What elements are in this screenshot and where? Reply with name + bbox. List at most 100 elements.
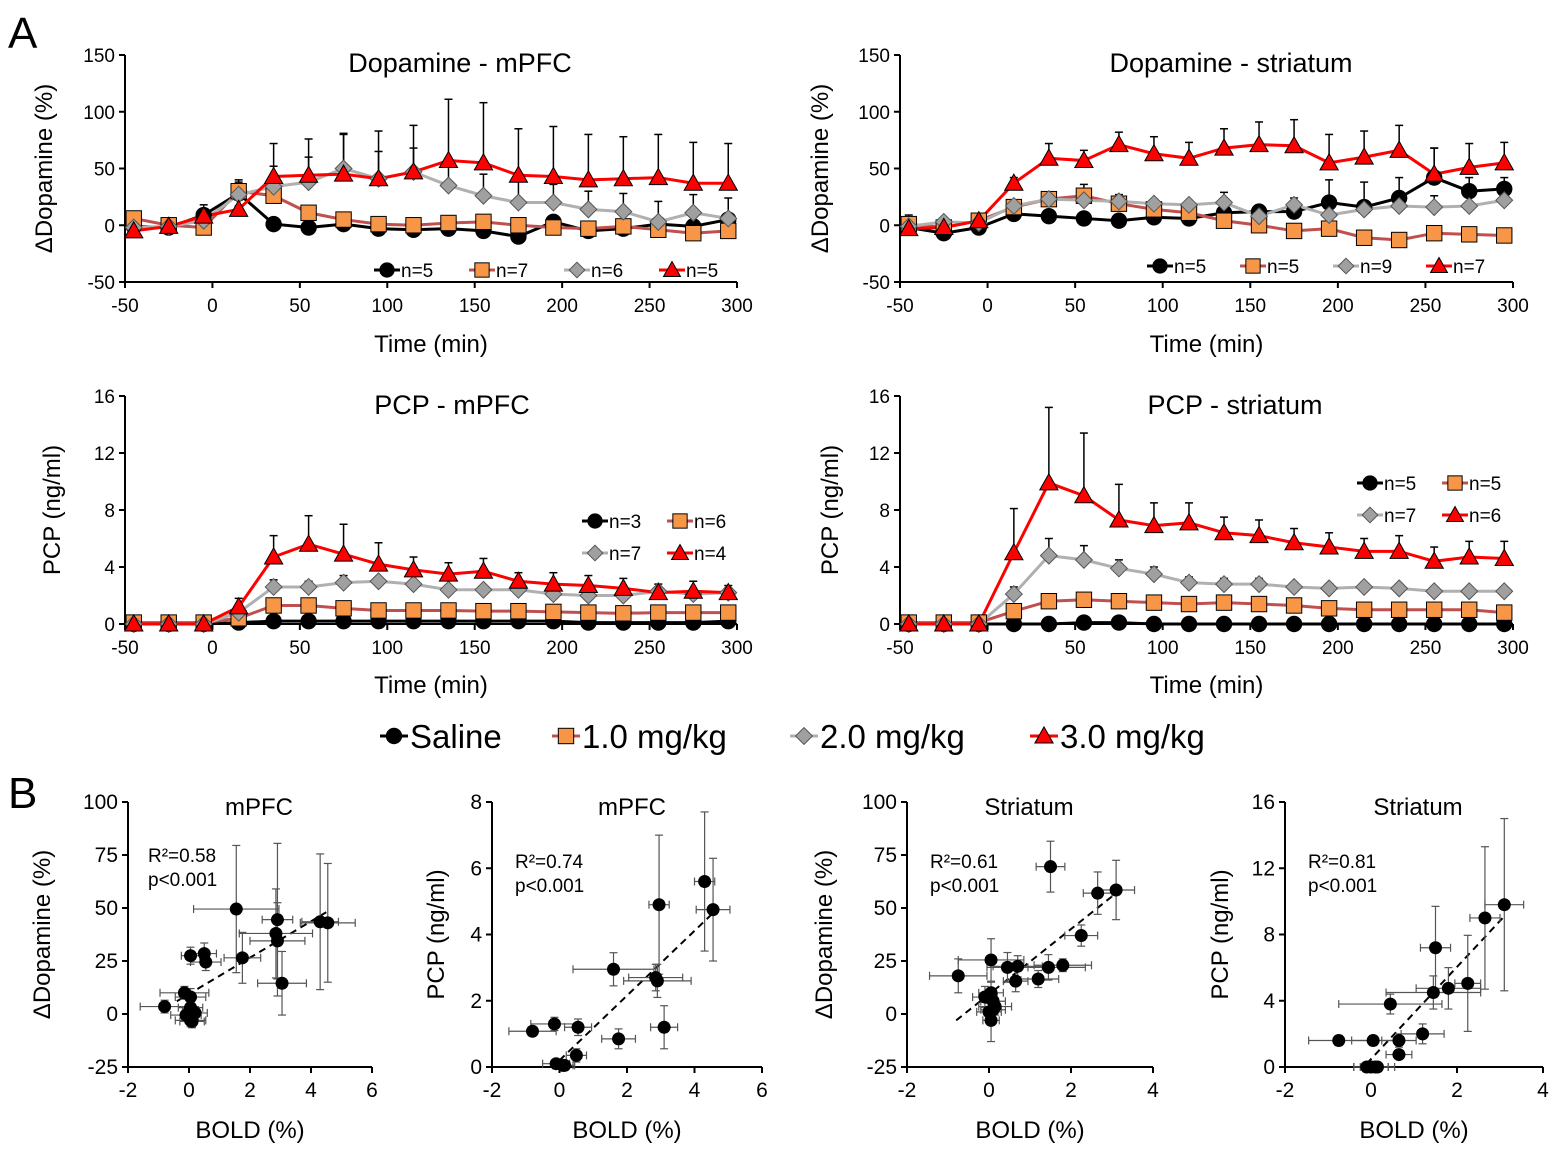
marker-triangle	[1108, 134, 1129, 153]
marker-circle	[1145, 615, 1163, 633]
y-tick-label: 4	[470, 924, 482, 947]
chart-title: PCP - striatum	[1147, 390, 1322, 420]
y-tick-label: -50	[88, 273, 115, 294]
y-tick-label: 50	[874, 897, 897, 920]
marker-square	[1180, 595, 1198, 613]
marker-diamond	[719, 209, 738, 228]
x-tick-label: -50	[111, 638, 138, 659]
marker-square	[1496, 604, 1513, 621]
marker-triangle	[1445, 505, 1465, 522]
marker-diamond	[1179, 573, 1199, 592]
marker-triangle	[123, 220, 144, 239]
marker-triangle	[1389, 140, 1410, 158]
y-tick-label: 100	[83, 103, 115, 124]
legend-label: n=7	[496, 261, 528, 282]
marker-diamond	[1179, 195, 1199, 214]
y-axis-label: PCP (ng/ml)	[423, 869, 450, 999]
legend-label: n=5	[1469, 474, 1501, 495]
x-tick-label: 0	[207, 296, 218, 317]
p-value-label: p<0.001	[1308, 876, 1377, 897]
panel-label-a: A	[8, 9, 38, 58]
marker-diamond	[1249, 207, 1269, 226]
marker-triangle	[898, 218, 919, 237]
marker-diamond	[474, 186, 493, 205]
data-point	[270, 934, 284, 948]
marker-diamond	[439, 580, 458, 599]
marker-square	[1425, 601, 1443, 618]
x-tick-label: 200	[546, 638, 578, 659]
marker-square	[1110, 593, 1128, 610]
marker-diamond	[1004, 196, 1023, 216]
data-point	[1461, 976, 1475, 990]
marker-triangle	[578, 575, 599, 594]
data-point	[158, 1000, 172, 1014]
marker-triangle	[1284, 135, 1305, 154]
y-tick-label: 16	[869, 387, 890, 408]
legend-label: n=5	[1267, 257, 1299, 278]
legend-label: n=7	[609, 544, 641, 565]
data-point	[1392, 1048, 1406, 1062]
marker-triangle	[1214, 137, 1234, 156]
data-point	[184, 949, 198, 963]
marker-triangle	[1073, 150, 1094, 169]
marker-circle	[1285, 615, 1303, 633]
marker-triangle	[648, 167, 669, 186]
marker-triangle	[1494, 548, 1515, 566]
marker-square	[615, 605, 632, 622]
data-point	[1074, 929, 1088, 943]
marker-square	[475, 213, 492, 231]
y-tick-label: -50	[863, 273, 890, 294]
y-axis-label: ΔDopamine (%)	[807, 84, 834, 253]
data-point	[984, 953, 998, 967]
x-tick-label: -2	[1276, 1079, 1295, 1102]
marker-circle	[1461, 183, 1478, 200]
y-tick-label: 0	[104, 615, 115, 636]
marker-square	[685, 224, 702, 242]
legend-label: n=9	[1360, 257, 1392, 278]
legend-label: n=3	[609, 512, 641, 533]
marker-diamond	[1425, 197, 1444, 217]
r-squared-label: R²=0.58	[148, 846, 216, 867]
marker-square	[510, 217, 527, 234]
marker-triangle	[1038, 472, 1059, 491]
marker-square	[1215, 594, 1233, 611]
marker-circle	[265, 215, 282, 233]
data-point	[1441, 981, 1455, 995]
data-point	[321, 916, 335, 930]
marker-diamond	[1319, 579, 1339, 598]
data-point	[275, 976, 289, 990]
marker-triangle	[718, 173, 739, 191]
legend-label: n=6	[1469, 506, 1501, 527]
marker-triangle	[193, 613, 214, 632]
marker-triangle	[1144, 515, 1164, 534]
x-tick-label: 300	[721, 638, 753, 659]
y-tick-label: 25	[874, 950, 897, 973]
marker-circle	[1040, 615, 1058, 633]
marker-square	[1496, 227, 1513, 244]
y-tick-label: 16	[94, 387, 115, 408]
x-tick-label: 50	[1065, 296, 1086, 317]
marker-triangle	[508, 165, 529, 183]
marker-triangle	[228, 596, 249, 615]
marker-diamond	[1460, 582, 1479, 601]
marker-square	[1390, 601, 1408, 618]
marker-diamond	[509, 193, 528, 212]
marker-square	[615, 218, 632, 235]
x-tick-label: 4	[305, 1079, 317, 1102]
data-point	[1497, 898, 1511, 912]
y-axis-label: ΔDopamine (%)	[29, 850, 56, 1019]
marker-triangle	[1144, 143, 1164, 162]
data-point	[1011, 959, 1025, 973]
data-point	[1478, 911, 1492, 925]
marker-diamond	[1249, 574, 1269, 594]
marker-diamond	[794, 726, 814, 746]
marker-triangle	[1073, 485, 1094, 504]
marker-square	[650, 604, 667, 621]
marker-triangle	[1038, 148, 1059, 166]
marker-square	[1040, 593, 1058, 610]
x-tick-label: 50	[289, 296, 310, 317]
x-tick-label: 0	[983, 1079, 995, 1102]
marker-square	[1461, 601, 1478, 618]
data-point	[571, 1020, 585, 1034]
